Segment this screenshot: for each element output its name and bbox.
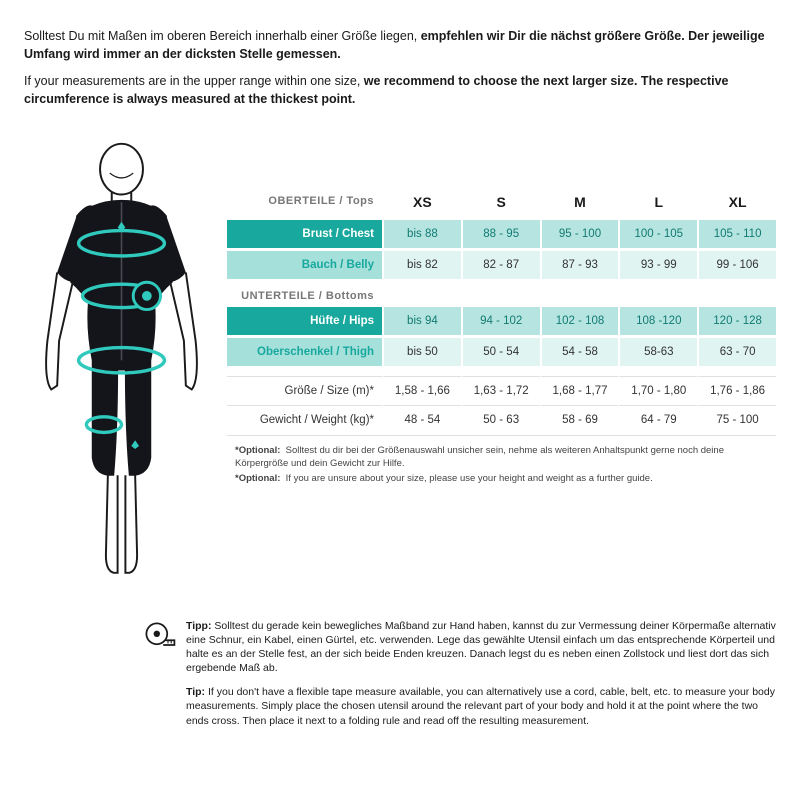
cell: 1,70 - 1,80	[618, 376, 697, 405]
cell: 95 - 100	[540, 220, 619, 248]
cell: 50 - 63	[461, 405, 540, 434]
row-size-label: Größe / Size (m)*	[227, 376, 382, 405]
tip-de: Solltest du gerade kein bewegliches Maßb…	[186, 620, 776, 675]
row-chest-label: Brust / Chest	[227, 220, 382, 248]
cell: 100 - 105	[618, 220, 697, 248]
cell: 48 - 54	[382, 405, 461, 434]
tip-en: If you don't have a flexible tape measur…	[186, 686, 775, 726]
row-belly-label: Bauch / Belly	[227, 251, 382, 279]
cell: 1,68 - 1,77	[540, 376, 619, 405]
row-weight-label: Gewicht / Weight (kg)*	[227, 405, 382, 434]
size-head: S	[461, 188, 540, 220]
optional-de: Solltest du dir bei der Größenauswahl un…	[235, 445, 724, 469]
row-hips-label: Hüfte / Hips	[227, 307, 382, 335]
cell: bis 50	[382, 338, 461, 366]
optional-label: *Optional:	[235, 473, 280, 484]
size-table: OBERTEILE / Tops XS S M L XL Brust / Che…	[227, 136, 776, 585]
intro-de-plain: Solltest Du mit Maßen im oberen Bereich …	[24, 29, 421, 43]
cell: 102 - 108	[540, 307, 619, 335]
cell: 63 - 70	[697, 338, 776, 366]
cell: 99 - 106	[697, 251, 776, 279]
optional-label: *Optional:	[235, 445, 280, 456]
tip-block: Tipp: Solltest du gerade kein bewegliche…	[24, 619, 776, 738]
cell: 58-63	[618, 338, 697, 366]
cell: 1,63 - 1,72	[461, 376, 540, 405]
optional-note: *Optional: Solltest du dir bei der Größe…	[227, 444, 776, 486]
cell: bis 82	[382, 251, 461, 279]
tip-de-label: Tipp:	[186, 620, 211, 632]
cell: 93 - 99	[618, 251, 697, 279]
cell: 75 - 100	[697, 405, 776, 434]
cell: 108 -120	[618, 307, 697, 335]
intro-en-plain: If your measurements are in the upper ra…	[24, 74, 364, 88]
cell: 82 - 87	[461, 251, 540, 279]
cell: bis 94	[382, 307, 461, 335]
section-tops: OBERTEILE / Tops	[227, 188, 382, 220]
row-thigh-label: Oberschenkel / Thigh	[227, 338, 382, 366]
cell: bis 88	[382, 220, 461, 248]
cell: 1,76 - 1,86	[697, 376, 776, 405]
cell: 58 - 69	[540, 405, 619, 434]
size-head: XL	[697, 188, 776, 220]
size-head: M	[540, 188, 619, 220]
cell: 120 - 128	[697, 307, 776, 335]
size-head: L	[618, 188, 697, 220]
cell: 105 - 110	[697, 220, 776, 248]
cell: 54 - 58	[540, 338, 619, 366]
cell: 50 - 54	[461, 338, 540, 366]
cell: 87 - 93	[540, 251, 619, 279]
body-figure	[24, 136, 219, 585]
cell: 88 - 95	[461, 220, 540, 248]
tape-measure-icon	[144, 619, 176, 738]
intro-text: Solltest Du mit Maßen im oberen Bereich …	[24, 28, 776, 108]
section-bottoms: UNTERTEILE / Bottoms	[227, 279, 382, 307]
tip-en-label: Tip:	[186, 686, 205, 698]
optional-en: If you are unsure about your size, pleas…	[286, 473, 653, 484]
cell: 1,58 - 1,66	[382, 376, 461, 405]
cell: 64 - 79	[618, 405, 697, 434]
cell: 94 - 102	[461, 307, 540, 335]
size-head: XS	[382, 188, 461, 220]
